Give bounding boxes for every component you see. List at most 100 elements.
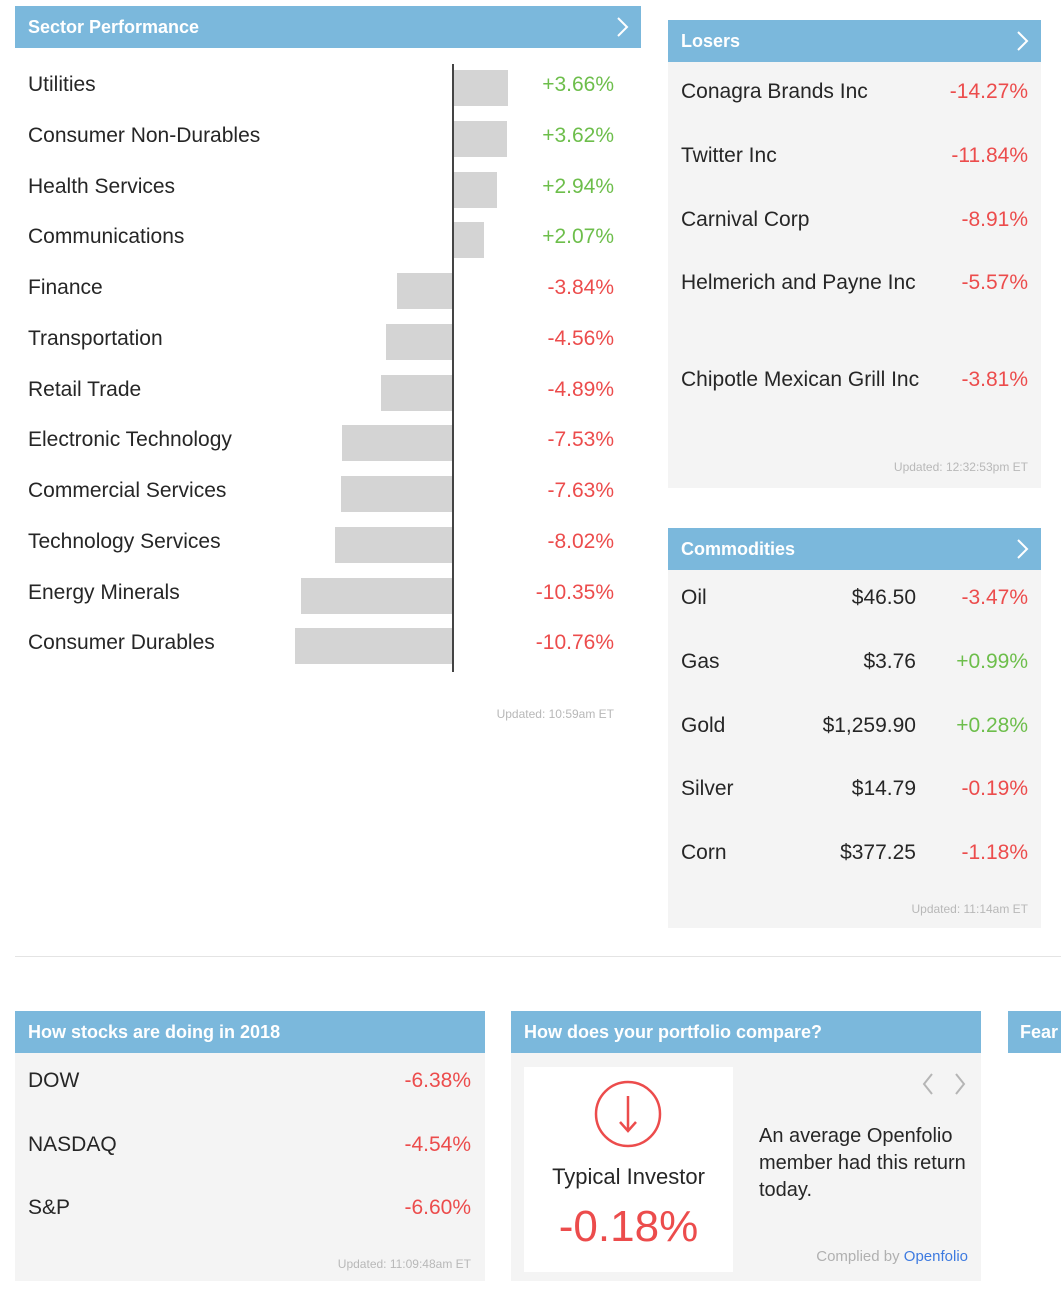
index-name: DOW xyxy=(28,1069,80,1092)
losers-panel xyxy=(668,20,1041,488)
fear-title: Fear xyxy=(1020,1021,1059,1042)
chevron-right-icon[interactable] xyxy=(1015,538,1029,560)
commodity-price: $14.79 xyxy=(851,777,916,801)
commodity-name: Oil xyxy=(681,586,707,609)
commodity-percent: -3.47% xyxy=(961,586,1028,609)
typical-investor-return: -0.18% xyxy=(558,1202,699,1251)
indices-header: How stocks are doing in 2018 xyxy=(15,1011,485,1053)
compiled-by-label: Complied by xyxy=(816,1248,900,1265)
loser-percent: -5.57% xyxy=(961,271,1028,294)
sector-bar xyxy=(335,526,453,563)
compiled-by: Complied by Openfolio xyxy=(816,1248,968,1265)
commodities-panel xyxy=(668,528,1041,928)
section-divider xyxy=(15,956,1061,957)
sector-percent: -7.53% xyxy=(547,428,614,452)
sector-name: Energy Minerals xyxy=(28,580,180,604)
sector-bar xyxy=(454,222,484,259)
index-percent: -4.54% xyxy=(404,1132,471,1156)
sector-name: Consumer Durables xyxy=(28,631,215,655)
loser-name: Helmerich and Payne Inc xyxy=(681,271,916,294)
indices-title: How stocks are doing in 2018 xyxy=(28,1021,281,1042)
sector-percent: +3.62% xyxy=(542,123,614,147)
commodity-price: $46.50 xyxy=(851,586,916,609)
typical-investor-label: Typical Investor xyxy=(552,1164,705,1189)
commodities-header[interactable]: Commodities xyxy=(668,528,1041,570)
portfolio-title: How does your portfolio compare? xyxy=(524,1021,823,1042)
sector-bar xyxy=(454,70,508,106)
sector-percent: -10.76% xyxy=(535,631,614,655)
sector-name: Consumer Non-Durables xyxy=(28,123,261,147)
index-name: S&P xyxy=(28,1196,71,1219)
sector-percent: +2.07% xyxy=(542,225,614,249)
indices-panel xyxy=(15,1011,485,1281)
sector-name: Finance xyxy=(28,276,103,299)
commodity-percent: -1.18% xyxy=(961,841,1028,864)
sector-percent: -8.02% xyxy=(547,529,614,553)
commodity-price: $3.76 xyxy=(863,649,916,673)
sector-bar xyxy=(341,476,453,512)
sector-name: Retail Trade xyxy=(28,377,142,401)
loser-percent: -8.91% xyxy=(961,208,1028,231)
typical-investor-card: Typical Investor -0.18% xyxy=(524,1067,733,1272)
sector-bar xyxy=(342,425,453,462)
sector-percent: -3.84% xyxy=(547,276,614,299)
index-percent: -6.60% xyxy=(404,1196,471,1219)
loser-percent: -14.27% xyxy=(949,80,1028,103)
commodity-name: Gold xyxy=(681,713,726,737)
sector-percent: +3.66% xyxy=(542,73,614,96)
sector-chart-axis xyxy=(452,64,454,672)
commodity-price: $377.25 xyxy=(840,841,916,864)
indices-updated: Updated: 11:09:48am ET xyxy=(337,1257,471,1271)
sector-name: Utilities xyxy=(28,73,96,96)
sector-percent: -10.35% xyxy=(535,580,614,604)
commodity-percent: -0.19% xyxy=(961,777,1028,801)
commodities-updated: Updated: 11:14am ET xyxy=(911,902,1028,916)
sector-percent: -4.56% xyxy=(547,326,614,350)
sector-percent: -7.63% xyxy=(547,479,614,502)
sector-bar xyxy=(454,120,507,157)
commodity-name: Corn xyxy=(681,841,727,864)
sector-name: Transportation xyxy=(28,326,163,350)
sector-performance-header[interactable]: Sector Performance xyxy=(15,6,641,48)
sector-bar xyxy=(381,374,453,411)
sector-name: Technology Services xyxy=(28,529,221,553)
chevron-right-icon[interactable] xyxy=(1015,30,1029,52)
losers-title: Losers xyxy=(681,30,741,51)
sector-bar xyxy=(397,273,453,309)
loser-percent: -11.84% xyxy=(951,144,1028,167)
losers-updated: Updated: 12:32:53pm ET xyxy=(893,460,1028,474)
commodity-name: Gas xyxy=(681,649,720,673)
sector-percent: -4.89% xyxy=(547,377,614,401)
loser-percent: -3.81% xyxy=(961,368,1028,391)
sector-bar xyxy=(386,323,453,360)
losers-header[interactable]: Losers xyxy=(668,20,1041,62)
index-percent: -6.38% xyxy=(404,1069,471,1092)
portfolio-description: An average Openfolio member had this ret… xyxy=(759,1125,966,1201)
commodity-percent: +0.99% xyxy=(956,649,1028,673)
commodity-name: Silver xyxy=(681,777,734,801)
sector-bar xyxy=(301,577,453,614)
fear-header[interactable]: Fear xyxy=(1008,1011,1061,1053)
commodity-price: $1,259.90 xyxy=(822,713,916,737)
sector-bar xyxy=(295,628,453,665)
sector-name: Health Services xyxy=(28,174,176,198)
sector-percent: +2.94% xyxy=(542,174,614,198)
commodity-percent: +0.28% xyxy=(956,713,1028,737)
commodities-title: Commodities xyxy=(681,538,796,559)
chevron-left-icon[interactable] xyxy=(921,1072,935,1096)
loser-name: Conagra Brands Inc xyxy=(681,80,868,103)
sector-name: Electronic Technology xyxy=(28,428,232,452)
loser-name: Carnival Corp xyxy=(681,208,810,231)
sector-updated: Updated: 10:59am ET xyxy=(496,707,614,721)
sector-performance-title: Sector Performance xyxy=(28,16,200,37)
index-name: NASDAQ xyxy=(28,1132,117,1156)
chevron-right-icon[interactable] xyxy=(953,1072,967,1096)
sector-name: Commercial Services xyxy=(28,479,227,502)
sector-bar xyxy=(454,171,497,208)
loser-name: Chipotle Mexican Grill Inc xyxy=(681,368,920,391)
chevron-right-icon[interactable] xyxy=(615,16,629,38)
down-arrow-icon xyxy=(594,1080,662,1148)
sector-name: Communications xyxy=(28,225,185,249)
portfolio-header: How does your portfolio compare? xyxy=(511,1011,981,1053)
openfolio-link[interactable]: Openfolio xyxy=(903,1248,968,1265)
